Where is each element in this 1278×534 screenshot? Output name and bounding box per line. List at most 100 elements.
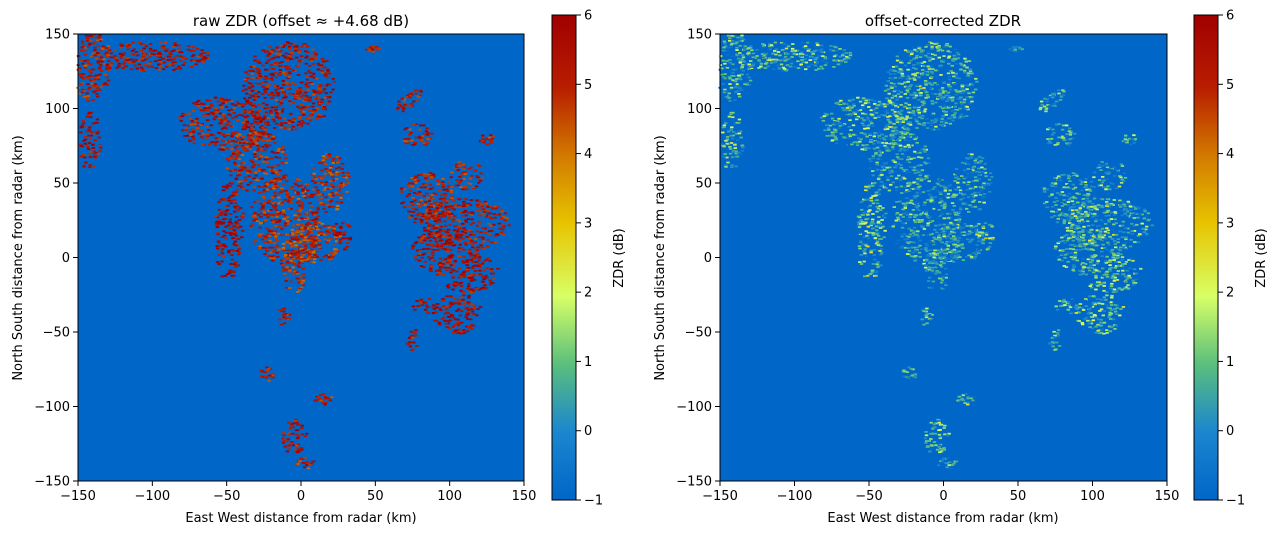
radar-gate xyxy=(457,240,462,243)
radar-gate xyxy=(283,199,287,201)
radar-gate xyxy=(293,254,297,257)
radar-gate xyxy=(313,239,318,242)
radar-gate xyxy=(287,444,291,446)
radar-gate xyxy=(143,64,147,67)
radar-gate xyxy=(959,113,964,116)
radar-gate xyxy=(950,64,954,67)
radar-gate xyxy=(294,250,298,253)
radar-gate xyxy=(236,253,241,256)
radar-gate xyxy=(922,100,926,103)
radar-gate xyxy=(294,236,298,239)
radar-gate xyxy=(322,207,326,210)
radar-gate xyxy=(902,76,906,78)
radar-gate xyxy=(184,58,188,60)
radar-gate xyxy=(94,130,99,133)
radar-gate xyxy=(916,109,920,112)
radar-gate xyxy=(311,89,315,91)
radar-gate xyxy=(122,52,126,55)
radar-gate xyxy=(735,46,739,49)
radar-gate xyxy=(297,262,302,265)
radar-gate xyxy=(169,52,173,55)
radar-gate xyxy=(869,140,873,143)
radar-gate xyxy=(228,227,232,230)
radar-gate xyxy=(244,71,248,74)
radar-gate xyxy=(251,76,255,79)
radar-gate xyxy=(416,99,420,101)
radar-gate xyxy=(414,178,418,181)
radar-gate xyxy=(98,34,102,37)
radar-gate xyxy=(159,65,163,68)
radar-gate xyxy=(730,166,734,169)
radar-gate xyxy=(233,162,237,165)
radar-gate xyxy=(203,57,208,60)
radar-gate xyxy=(243,112,247,115)
radar-gate xyxy=(180,115,185,117)
radar-gate xyxy=(270,246,274,249)
radar-gate xyxy=(95,93,99,95)
radar-gate xyxy=(463,300,468,303)
radar-gate xyxy=(833,135,837,138)
radar-gate xyxy=(440,203,445,206)
radar-gate xyxy=(213,96,218,99)
radar-gate xyxy=(286,208,291,210)
radar-gate xyxy=(230,135,234,138)
radar-gate xyxy=(276,164,281,167)
radar-gate xyxy=(335,171,339,174)
radar-gate xyxy=(306,45,310,48)
radar-gate xyxy=(272,120,277,123)
radar-gate xyxy=(136,54,140,57)
radar-gate xyxy=(258,153,262,155)
radar-gate xyxy=(365,48,369,51)
radar-gate xyxy=(256,149,260,152)
radar-gate xyxy=(742,60,746,63)
radar-gate xyxy=(728,83,732,85)
radar-gate xyxy=(215,245,219,248)
radar-gate xyxy=(311,227,315,230)
radar-gate xyxy=(441,210,445,213)
echo-gates xyxy=(718,33,1154,470)
radar-gate xyxy=(83,53,88,56)
radar-gate xyxy=(320,222,324,225)
radar-gate xyxy=(283,255,287,258)
radar-gate xyxy=(148,56,152,58)
radar-gate xyxy=(731,134,735,137)
radar-gate xyxy=(315,107,320,110)
radar-gate xyxy=(763,54,767,56)
radar-gate xyxy=(234,178,238,181)
radar-gate xyxy=(196,105,200,107)
radar-gate xyxy=(223,116,228,119)
radar-gate xyxy=(316,208,320,211)
radar-gate xyxy=(437,189,441,192)
radar-gate xyxy=(329,196,333,198)
radar-gate xyxy=(275,185,280,188)
radar-gate xyxy=(224,198,228,201)
radar-gate xyxy=(254,93,258,95)
radar-gate xyxy=(939,51,944,54)
radar-gate xyxy=(105,66,109,69)
radar-gate xyxy=(247,82,251,84)
radar-gate xyxy=(318,193,322,196)
radar-gate xyxy=(922,122,926,124)
radar-gate xyxy=(917,76,921,79)
radar-gate xyxy=(313,176,317,179)
radar-gate xyxy=(99,64,103,66)
radar-gate xyxy=(763,67,767,69)
radar-gate xyxy=(86,39,90,42)
radar-gate xyxy=(462,304,466,306)
radar-gate xyxy=(332,228,336,230)
radar-gate xyxy=(722,124,727,127)
radar-gate xyxy=(431,213,435,216)
radar-gate xyxy=(157,54,161,57)
radar-gate xyxy=(254,162,258,165)
radar-gate xyxy=(463,229,467,232)
radar-gate xyxy=(79,131,83,134)
radar-gate xyxy=(423,186,427,189)
radar-gate xyxy=(840,54,845,57)
radar-gate xyxy=(326,169,330,172)
radar-gate xyxy=(105,76,109,79)
radar-gate xyxy=(233,240,237,243)
radar-gate xyxy=(322,256,326,258)
radar-gate xyxy=(452,262,457,265)
radar-gate xyxy=(869,109,873,112)
radar-gate xyxy=(800,68,804,71)
